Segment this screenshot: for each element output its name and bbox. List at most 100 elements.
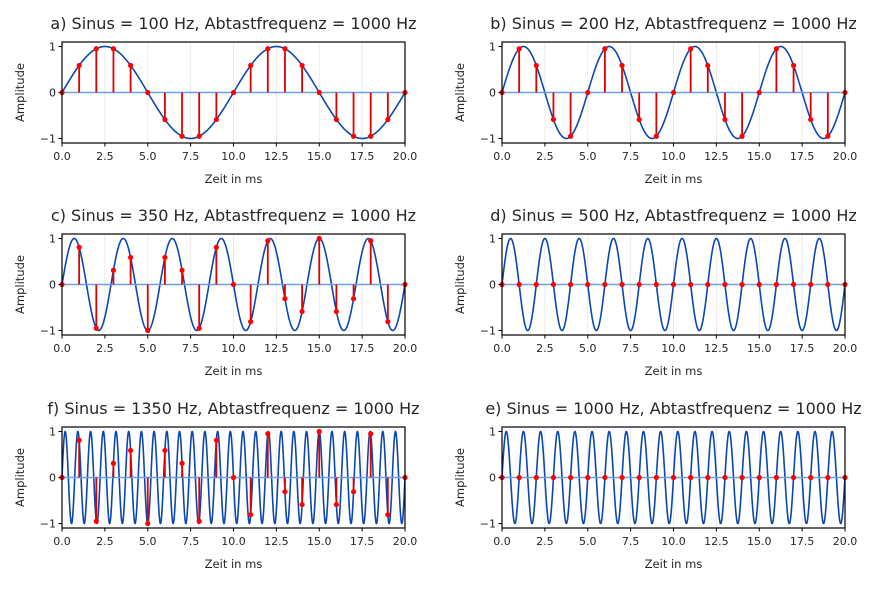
x-tick-label: 12.5 xyxy=(264,150,289,163)
x-tick-label: 2.5 xyxy=(96,535,114,548)
x-tick-label: 5.0 xyxy=(139,342,157,355)
sample-point xyxy=(230,89,237,96)
sample-point xyxy=(76,62,82,69)
x-tick-label: 2.5 xyxy=(96,150,114,163)
y-tick-label: 0 xyxy=(489,472,496,485)
sample-point xyxy=(128,254,134,261)
sample-point xyxy=(213,244,219,250)
y-tick-label: 1 xyxy=(49,426,56,439)
y-axis-label: Amplitude xyxy=(13,63,27,122)
x-tick-label: 15.0 xyxy=(307,535,332,548)
subplot-1: 0.0 2.5 5.0 7.5 10.0 12.5 15.0 17.5 20.0 1 0 −1 a) S… xyxy=(13,14,417,186)
sample-point xyxy=(196,518,202,524)
sample-point xyxy=(756,89,762,96)
x-tick-label: 17.5 xyxy=(350,150,375,163)
x-tick-label: 7.5 xyxy=(182,535,200,548)
sample-point xyxy=(808,116,814,123)
sample-point xyxy=(653,281,659,288)
x-axis-label: Zeit in ms xyxy=(645,172,703,186)
sample-point xyxy=(282,296,288,302)
sample-point xyxy=(670,89,677,96)
sample-point xyxy=(636,116,642,123)
subplot-title: c) Sinus = 350 Hz, Abtastfrequenz = 1000… xyxy=(51,206,416,225)
x-tick-label: 5.0 xyxy=(139,535,157,548)
y-axis-label: Amplitude xyxy=(453,255,467,314)
sample-point xyxy=(688,281,694,288)
sample-point xyxy=(550,474,557,481)
x-tick-label: 15.0 xyxy=(747,535,772,548)
subplot-5: 0.0 2.5 5.0 7.5 10.0 12.5 15.0 17.5 20.0 1 0 −1 f) S… xyxy=(13,399,420,571)
x-tick-label: 2.5 xyxy=(536,535,554,548)
sample-point xyxy=(602,281,608,288)
sample-point xyxy=(756,281,762,288)
y-tick-label: 1 xyxy=(49,41,56,54)
y-tick-label: 1 xyxy=(489,233,496,246)
x-tick-label: 12.5 xyxy=(704,535,729,548)
y-tick-label: −1 xyxy=(480,325,496,338)
sample-point xyxy=(550,281,557,288)
x-tick-label: 0.0 xyxy=(493,342,511,355)
subplot-6: 0.0 2.5 5.0 7.5 10.0 12.5 15.0 17.5 20.0 1 0 −1 e) S… xyxy=(453,399,862,571)
sample-point xyxy=(248,512,254,518)
y-tick-label: −1 xyxy=(40,518,56,531)
x-tick-label: 2.5 xyxy=(536,150,554,163)
sample-point xyxy=(76,437,82,443)
sample-point xyxy=(316,428,322,435)
x-tick-label: 12.5 xyxy=(704,342,729,355)
x-tick-label: 20.0 xyxy=(833,342,858,355)
sample-point xyxy=(636,474,642,481)
sample-point xyxy=(282,46,288,52)
sample-point xyxy=(773,46,780,52)
y-tick-label: 1 xyxy=(489,41,496,54)
sample-point xyxy=(619,281,625,288)
sample-point xyxy=(808,281,814,288)
y-tick-label: −1 xyxy=(40,133,56,146)
x-tick-label: 20.0 xyxy=(393,150,418,163)
subplot-title: a) Sinus = 100 Hz, Abtastfrequenz = 1000… xyxy=(50,14,416,33)
sample-point xyxy=(533,474,539,481)
x-tick-label: 7.5 xyxy=(622,150,640,163)
sample-point xyxy=(76,244,82,250)
sample-point xyxy=(516,46,522,52)
sample-point xyxy=(385,512,391,518)
y-axis-label: Amplitude xyxy=(453,63,467,122)
y-tick-label: 0 xyxy=(489,279,496,292)
x-tick-label: 20.0 xyxy=(833,535,858,548)
x-tick-label: 20.0 xyxy=(833,150,858,163)
subplot-4: 0.0 2.5 5.0 7.5 10.0 12.5 15.0 17.5 20.0 1 0 −1 d) S… xyxy=(453,206,857,378)
x-tick-label: 0.0 xyxy=(53,535,71,548)
x-tick-label: 7.5 xyxy=(622,342,640,355)
sample-point xyxy=(368,238,374,244)
sample-point xyxy=(196,133,202,139)
sample-point xyxy=(265,431,271,437)
sample-point xyxy=(248,319,254,325)
sample-point xyxy=(93,46,99,52)
sample-point xyxy=(550,116,557,123)
sample-point xyxy=(333,501,339,508)
x-tick-label: 17.5 xyxy=(350,342,375,355)
y-tick-label: −1 xyxy=(40,325,56,338)
sample-point xyxy=(350,296,357,302)
subplot-2: 0.0 2.5 5.0 7.5 10.0 12.5 15.0 17.5 20.0 1 0 −1 b) S… xyxy=(453,14,857,186)
y-tick-label: 0 xyxy=(49,87,56,100)
sample-point xyxy=(316,235,322,242)
x-tick-label: 7.5 xyxy=(182,150,200,163)
subplot-title: d) Sinus = 500 Hz, Abtastfrequenz = 1000… xyxy=(490,206,857,225)
y-tick-label: 1 xyxy=(489,426,496,439)
y-tick-label: −1 xyxy=(480,518,496,531)
sample-point xyxy=(299,62,305,69)
sample-point xyxy=(179,133,185,139)
x-tick-label: 10.0 xyxy=(661,150,686,163)
sample-point xyxy=(350,133,357,139)
sample-point xyxy=(722,116,728,123)
sample-point xyxy=(368,431,374,437)
sample-point xyxy=(299,501,305,508)
x-tick-label: 2.5 xyxy=(536,342,554,355)
x-tick-label: 10.0 xyxy=(221,342,246,355)
sample-point xyxy=(516,281,522,288)
sample-point xyxy=(585,89,591,96)
sample-point xyxy=(162,116,168,123)
sample-point xyxy=(705,281,711,288)
sample-point xyxy=(385,116,391,123)
